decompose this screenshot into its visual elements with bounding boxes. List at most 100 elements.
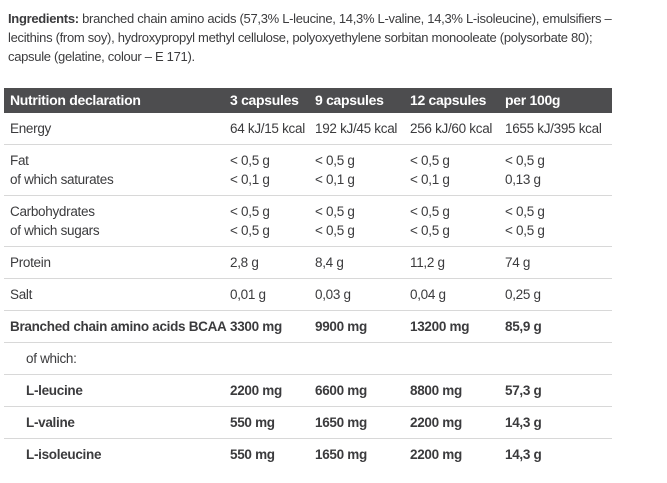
cell-line: < 0,5 g — [505, 223, 545, 238]
cell-line: 0,13 g — [505, 172, 541, 187]
cell-line: 14,3 g — [505, 447, 542, 462]
cell-line: 192 kJ/45 kcal — [315, 121, 398, 136]
cell-line: Energy — [10, 121, 51, 136]
row-value: 2200 mg — [410, 406, 505, 439]
cell-line: 0,01 g — [230, 287, 266, 302]
cell-line: Carbohydrates — [10, 204, 95, 219]
row-value: < 0,5 g 0,13 g — [505, 144, 612, 196]
cell-line: 14,3 g — [505, 415, 542, 430]
table-row: Protein 2,8 g 8,4 g 11,2 g 74 g — [4, 246, 612, 279]
cell-line: 2200 mg — [230, 383, 282, 398]
cell-line: 85,9 g — [505, 319, 542, 334]
cell-line: < 0,1 g — [230, 172, 270, 187]
row-label: L-isoleucine — [4, 439, 230, 471]
header-9-capsules: 9 capsules — [315, 88, 410, 113]
row-label: of which: — [4, 342, 230, 375]
row-value: 2,8 g — [230, 246, 315, 279]
row-value: 550 mg — [230, 406, 315, 439]
cell-line: < 0,1 g — [410, 172, 450, 187]
ingredients-line: Ingredients: branched chain amino acids … — [8, 11, 612, 26]
cell-line: 2,8 g — [230, 255, 259, 270]
header-3-capsules: 3 capsules — [230, 88, 315, 113]
row-value: < 0,5 g < 0,1 g — [230, 144, 315, 196]
cell-line: L-isoleucine — [26, 447, 102, 462]
row-value: 85,9 g — [505, 310, 612, 343]
cell-line: 1650 mg — [315, 415, 367, 430]
row-value: 0,25 g — [505, 278, 612, 311]
cell-line: < 0,5 g — [410, 223, 450, 238]
cell-line: 64 kJ/15 kcal — [230, 121, 305, 136]
cell-line: 256 kJ/60 kcal — [410, 121, 493, 136]
ingredients-text: branched chain amino acids (57,3% L-leuc… — [78, 11, 612, 26]
cell-line: 3300 mg — [230, 319, 282, 334]
cell-line: of which sugars — [10, 223, 100, 238]
cell-line — [230, 349, 315, 368]
row-value: < 0,5 g < 0,1 g — [315, 144, 410, 196]
row-value: < 0,5 g < 0,5 g — [230, 195, 315, 247]
row-label: L-leucine — [4, 374, 230, 407]
cell-line: 1655 kJ/395 kcal — [505, 121, 602, 136]
row-value — [230, 342, 315, 375]
table-row: Fat of which saturates < 0,5 g < 0,1 g < 0,5… — [4, 144, 612, 196]
row-value — [315, 342, 410, 375]
cell-line: 9900 mg — [315, 319, 367, 334]
cell-line — [410, 349, 505, 368]
row-label: Salt — [4, 278, 230, 311]
cell-line: 8800 mg — [410, 383, 462, 398]
table-row: Branched chain amino acids BCAA 3300 mg 99… — [4, 310, 612, 343]
row-value: 6600 mg — [315, 374, 410, 407]
table-row: L-valine 550 mg 1650 mg 2200 mg 14,3 g — [4, 406, 612, 439]
row-value — [505, 342, 612, 375]
nutrition-table-body: Energy 64 kJ/15 kcal 192 kJ/45 kcal 256 kJ/… — [4, 113, 612, 470]
ingredients-line: capsule (gelatine, colour – E 171). — [8, 49, 195, 64]
row-label: Protein — [4, 246, 230, 279]
cell-line: 0,03 g — [315, 287, 351, 302]
cell-line — [315, 349, 410, 368]
row-value: 2200 mg — [230, 374, 315, 407]
cell-line: < 0,5 g — [505, 204, 545, 219]
row-label: Branched chain amino acids BCAA — [4, 310, 230, 343]
cell-line: 0,04 g — [410, 287, 446, 302]
cell-line: 550 mg — [230, 415, 275, 430]
row-value: 13200 mg — [410, 310, 505, 343]
row-value: 74 g — [505, 246, 612, 279]
cell-line: < 0,5 g — [230, 153, 270, 168]
cell-line: of which saturates — [10, 172, 114, 187]
row-value: < 0,5 g < 0,5 g — [505, 195, 612, 247]
row-value: 256 kJ/60 kcal — [410, 113, 505, 145]
cell-line: 11,2 g — [410, 255, 445, 270]
cell-line: 2200 mg — [410, 415, 462, 430]
table-row: Carbohydrates of which sugars < 0,5 g < 0,5… — [4, 195, 612, 247]
cell-line: < 0,5 g — [230, 223, 270, 238]
header-per-100g: per 100g — [505, 88, 612, 113]
ingredients-paragraph: Ingredients: branched chain amino acids … — [8, 9, 667, 66]
row-value: 192 kJ/45 kcal — [315, 113, 410, 145]
cell-line: 1650 mg — [315, 447, 367, 462]
cell-line: 13200 mg — [410, 319, 470, 334]
nutrition-table: Nutrition declaration 3 capsules 9 capsu… — [4, 88, 612, 470]
row-value: 3300 mg — [230, 310, 315, 343]
cell-line: 74 g — [505, 255, 531, 270]
cell-line: Branched chain amino acids BCAA — [10, 319, 227, 334]
row-value: 2200 mg — [410, 439, 505, 471]
cell-line: Fat — [10, 153, 29, 168]
cell-line: < 0,5 g — [230, 204, 270, 219]
row-value: < 0,5 g < 0,5 g — [410, 195, 505, 247]
cell-line: Protein — [10, 255, 51, 270]
cell-line: 8,4 g — [315, 255, 344, 270]
row-value: 0,04 g — [410, 278, 505, 311]
row-value: 14,3 g — [505, 439, 612, 471]
row-value: 550 mg — [230, 439, 315, 471]
cell-line: L-valine — [26, 415, 75, 430]
row-value: 8800 mg — [410, 374, 505, 407]
row-value: < 0,5 g < 0,5 g — [315, 195, 410, 247]
cell-line: 6600 mg — [315, 383, 367, 398]
header-nutrition-declaration: Nutrition declaration — [4, 88, 230, 113]
cell-line: < 0,5 g — [315, 153, 355, 168]
cell-line: < 0,5 g — [505, 153, 545, 168]
row-label: Carbohydrates of which sugars — [4, 195, 230, 247]
ingredients-label: Ingredients: — [8, 11, 79, 26]
table-row: Energy 64 kJ/15 kcal 192 kJ/45 kcal 256 kJ/… — [4, 113, 612, 145]
cell-line: 57,3 g — [505, 383, 542, 398]
row-value: 14,3 g — [505, 406, 612, 439]
